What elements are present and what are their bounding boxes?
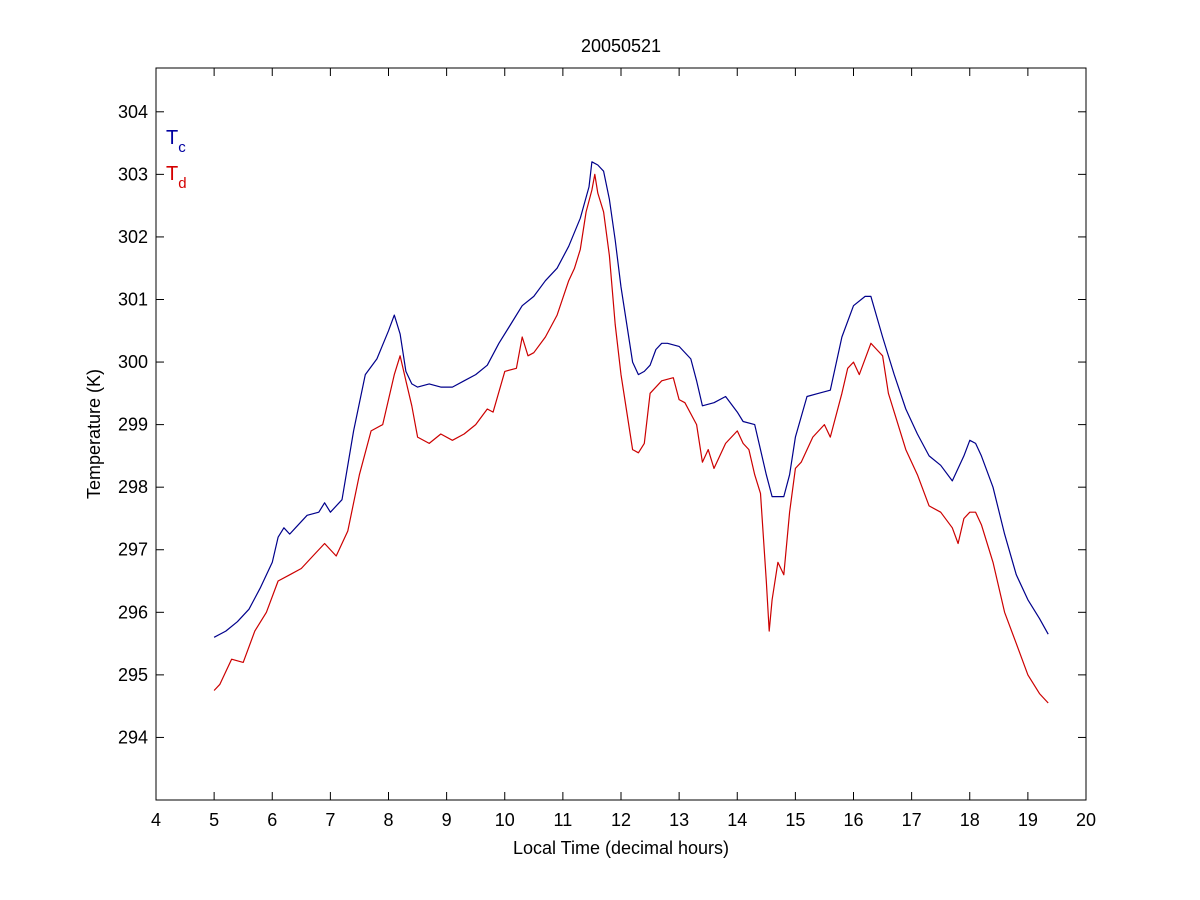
legend-tc-sub: c [178, 139, 186, 156]
legend-td-sub: d [178, 175, 186, 192]
legend-tc-main: T [166, 127, 178, 149]
y-tick-label: 296 [118, 602, 148, 622]
x-tick-label: 7 [325, 810, 335, 830]
x-tick-label: 11 [554, 810, 573, 830]
x-tick-label: 17 [902, 810, 922, 830]
y-tick-label: 299 [118, 415, 148, 435]
y-tick-label: 304 [118, 102, 148, 122]
y-tick-label: 300 [118, 352, 148, 372]
x-tick-label: 5 [209, 810, 219, 830]
series-line-tc [213, 161, 1049, 638]
legend-entry-tc: Tc [166, 127, 186, 156]
y-tick-label: 294 [118, 727, 148, 747]
x-tick-label: 16 [843, 810, 863, 830]
chart-title: 20050521 [581, 36, 661, 56]
x-tick-label: 19 [1018, 810, 1038, 830]
y-tick-label: 301 [118, 289, 148, 309]
legend: Tc Td [166, 127, 187, 192]
x-tick-label: 20 [1076, 810, 1096, 830]
y-tick-label: 302 [118, 227, 148, 247]
x-tick-label: 8 [383, 810, 393, 830]
x-axis-label: Local Time (decimal hours) [513, 838, 729, 858]
x-tick-label: 15 [785, 810, 805, 830]
y-tick-label: 298 [118, 477, 148, 497]
y-tick-label: 303 [118, 164, 148, 184]
series-layer [213, 161, 1049, 704]
x-tick-label: 13 [669, 810, 689, 830]
x-tick-label: 14 [727, 810, 747, 830]
x-tick-label: 18 [960, 810, 980, 830]
legend-entry-td: Td [166, 163, 187, 192]
x-tick-label: 10 [495, 810, 515, 830]
plot-area [155, 67, 1087, 801]
y-tick-label: 297 [118, 540, 148, 560]
x-tick-label: 12 [611, 810, 631, 830]
y-axis-label: Temperature (K) [84, 369, 104, 499]
x-tick-label: 4 [151, 810, 161, 830]
y-tick-label: 295 [118, 665, 148, 685]
legend-td-main: T [166, 163, 178, 185]
series-line-td [213, 173, 1049, 704]
x-tick-label: 6 [267, 810, 277, 830]
x-tick-label: 9 [442, 810, 452, 830]
y-axis-ticks: 294 295 296 297 298 299 300 301 302 303 304 [118, 102, 1086, 747]
x-axis-ticks: 4 5 6 7 8 9 10 11 12 13 14 15 16 17 18 19 20 [151, 68, 1096, 830]
